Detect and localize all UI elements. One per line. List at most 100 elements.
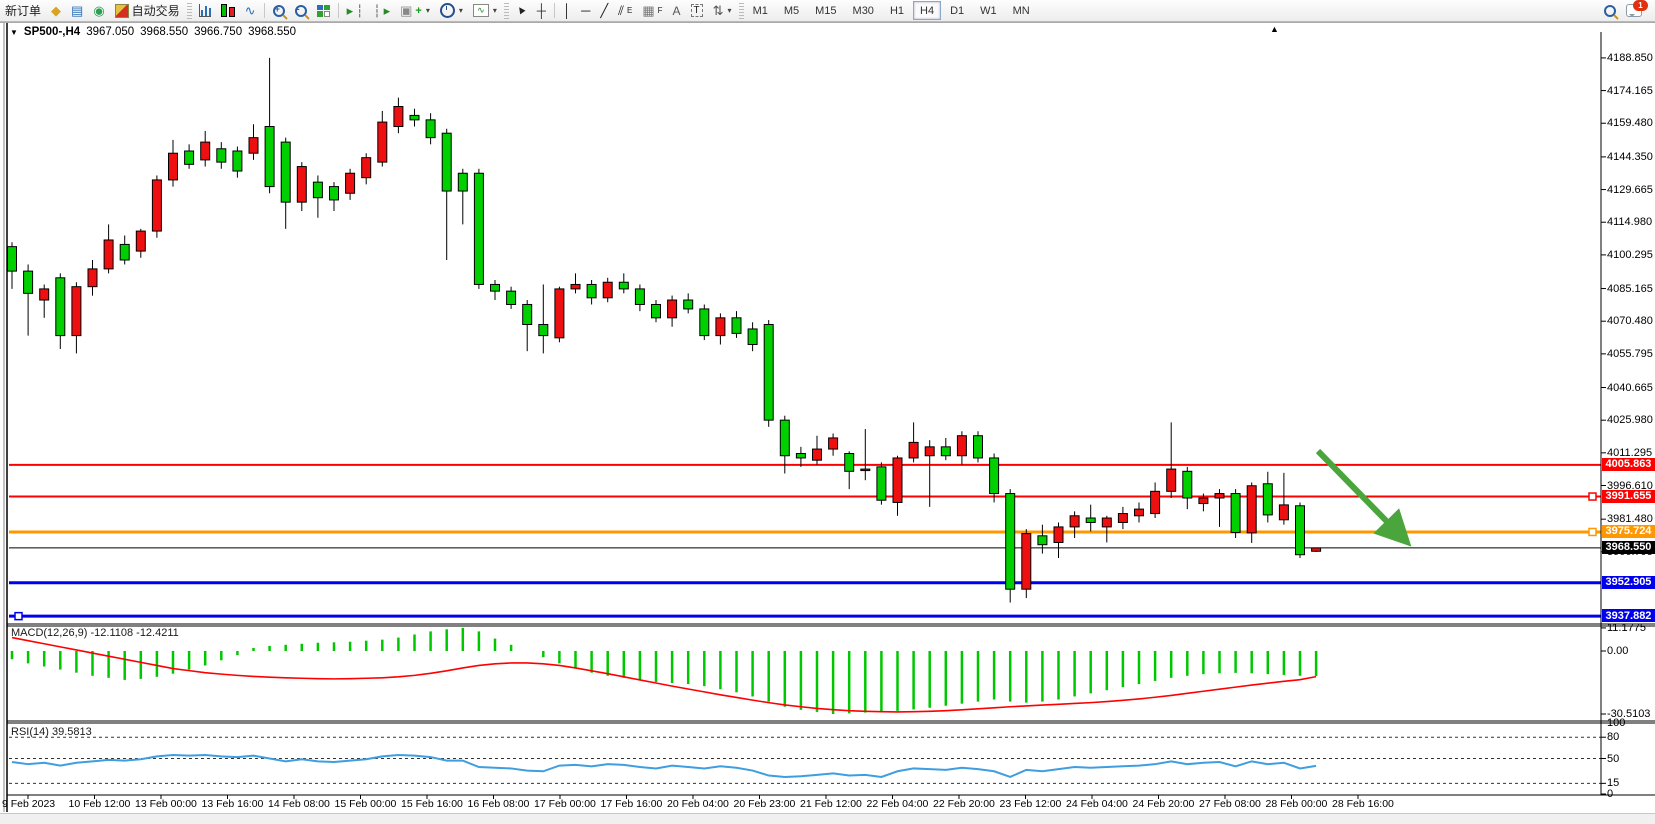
notifications-button[interactable]: 1 bbox=[1621, 0, 1648, 20]
cursor-tool-button[interactable]: ▲ bbox=[511, 1, 532, 20]
rsi-name: RSI(14) bbox=[11, 726, 49, 738]
macd-current-values: -12.1108 -12.4211 bbox=[90, 627, 179, 639]
rsi-axis-tick: 15 bbox=[1607, 777, 1620, 790]
time-axis-label: 14 Feb 08:00 bbox=[268, 798, 330, 810]
time-axis-label: 15 Feb 16:00 bbox=[401, 798, 463, 810]
text-tool-button[interactable]: A bbox=[668, 1, 686, 20]
time-axis-label: 28 Feb 00:00 bbox=[1265, 798, 1328, 810]
timeframe-mn-button[interactable]: MN bbox=[1012, 4, 1030, 17]
periods-clock-icon bbox=[439, 3, 455, 18]
channel-icon: ⫽ bbox=[618, 3, 624, 18]
candlestick-chart-button[interactable] bbox=[216, 1, 240, 20]
channel-sub-label: E bbox=[626, 6, 633, 15]
algo-trading-label: 自动交易 bbox=[131, 4, 180, 18]
toolbar-grip bbox=[186, 2, 192, 19]
algo-trading-button[interactable]: 自动交易 bbox=[110, 1, 185, 20]
auto-scroll-button[interactable]: ┆ ▸ bbox=[373, 3, 391, 18]
chart-shift-button[interactable]: ▸ ┆ bbox=[346, 3, 364, 18]
timeframe-d1-button[interactable]: D1 bbox=[950, 4, 965, 17]
zoom-out-button[interactable]: - bbox=[290, 1, 312, 20]
arrows-tool-button[interactable]: ⇅ ▾ bbox=[708, 1, 737, 20]
price-line-label: 3952.905 bbox=[1602, 575, 1655, 589]
zoom-in-button[interactable]: + bbox=[268, 1, 290, 20]
time-axis-label: 13 Feb 00:00 bbox=[135, 798, 197, 810]
bar-chart-button[interactable] bbox=[194, 1, 216, 20]
vertical-line-tool-button[interactable]: │ bbox=[558, 1, 576, 20]
cursor-icon: ▲ bbox=[513, 2, 529, 19]
time-axis-label: 28 Feb 16:00 bbox=[1332, 798, 1394, 810]
price-chart-canvas[interactable] bbox=[0, 22, 1655, 812]
timeframe-w1-button[interactable]: W1 bbox=[980, 4, 997, 17]
timeframe-m1-button[interactable]: M1 bbox=[752, 4, 768, 17]
toolbar-separator bbox=[337, 3, 339, 18]
rsi-axis-tick: 100 bbox=[1607, 717, 1626, 729]
time-axis-label: 21 Feb 12:00 bbox=[800, 798, 862, 810]
label-tool-button[interactable]: T bbox=[686, 1, 708, 20]
macd-axis-tick: 0.00 bbox=[1607, 645, 1629, 657]
market-watch-button[interactable]: ◉ bbox=[88, 1, 109, 20]
time-axis-label: 24 Feb 20:00 bbox=[1132, 798, 1195, 810]
tile-windows-button[interactable] bbox=[312, 1, 335, 20]
timeframe-h1-button[interactable]: H1 bbox=[889, 4, 904, 17]
price-axis-tick: 4114.980 bbox=[1607, 216, 1653, 229]
notification-bubble-icon: 1 bbox=[1626, 0, 1648, 17]
chart-window: ▼ SP500-,H4 3967.050 3968.550 3966.750 3… bbox=[0, 22, 1655, 824]
price-axis-tick: 4085.165 bbox=[1607, 282, 1653, 295]
auto-scroll-icon: ▸ bbox=[383, 3, 391, 18]
time-axis-label: 9 Feb 2023 bbox=[2, 798, 56, 810]
price-axis-tick: 4055.795 bbox=[1607, 347, 1653, 360]
macd-name: MACD(12,26,9) bbox=[11, 627, 88, 639]
timeframe-m30-button[interactable]: M30 bbox=[852, 4, 874, 17]
chart-high-value: 3968.550 bbox=[140, 26, 189, 38]
periods-button[interactable]: ▾ bbox=[435, 1, 468, 20]
price-line-label: 4005.863 bbox=[1602, 457, 1655, 471]
price-axis-tick: 4070.480 bbox=[1607, 315, 1653, 328]
indicators-icon: ∿ bbox=[472, 4, 489, 17]
line-chart-button[interactable]: ∿ bbox=[240, 1, 261, 20]
price-axis-tick: 3981.480 bbox=[1607, 513, 1653, 526]
price-axis-tick: 4188.850 bbox=[1607, 51, 1653, 64]
price-line-label: 3975.724 bbox=[1602, 524, 1655, 538]
new-order-button[interactable]: 新订单 bbox=[0, 1, 46, 20]
down-trend-arrow[interactable] bbox=[1315, 448, 1412, 547]
candlestick-chart-icon bbox=[220, 4, 235, 17]
timeframe-h4-button[interactable]: H4 bbox=[913, 1, 942, 20]
quotes-button[interactable]: ◆ bbox=[46, 1, 66, 20]
horizontal-line-tool-button[interactable]: ─ bbox=[576, 1, 595, 20]
price-axis-tick: 3996.610 bbox=[1607, 479, 1653, 492]
time-axis-label: 22 Feb 20:00 bbox=[933, 798, 995, 810]
timeframe-m5-button[interactable]: M5 bbox=[783, 4, 800, 17]
crosshair-icon: ┼ bbox=[536, 3, 546, 18]
time-axis-label: 10 Feb 12:00 bbox=[68, 798, 131, 810]
axes-layer: 4188.850 4174.165 4159.480 4144.350 4129.665… bbox=[0, 22, 1655, 812]
panel-collapse-icon[interactable]: ▲ bbox=[1270, 24, 1279, 34]
chart-menu-icon[interactable]: ▼ bbox=[10, 27, 18, 37]
crosshair-tool-button[interactable]: ┼ bbox=[532, 1, 551, 20]
chart-low-value: 3966.750 bbox=[194, 26, 243, 38]
vertical-line-icon: │ bbox=[563, 3, 572, 18]
time-axis-label: 23 Feb 12:00 bbox=[999, 798, 1062, 810]
price-axis-tick: 4040.665 bbox=[1607, 381, 1653, 394]
channel-tool-button[interactable]: ⫽ E bbox=[613, 1, 637, 20]
toolbar-grip bbox=[503, 2, 509, 19]
price-axis-tick: 4129.665 bbox=[1607, 183, 1653, 196]
orders-window-button[interactable]: ▤ bbox=[66, 1, 88, 20]
trendline-tool-button[interactable]: ╱ bbox=[595, 1, 613, 20]
fibonacci-tool-button[interactable]: ▦ F bbox=[637, 1, 667, 20]
zoom-out-icon: - bbox=[294, 4, 307, 17]
timeframe-m15-button[interactable]: M15 bbox=[815, 4, 837, 17]
indicators-button[interactable]: ∿ ▾ bbox=[468, 1, 502, 20]
time-axis-label: 17 Feb 00:00 bbox=[534, 798, 596, 810]
market-watch-icon: ◉ bbox=[93, 3, 105, 18]
price-axis-tick: 4174.165 bbox=[1607, 84, 1653, 97]
chart-symbol-period: SP500-,H4 bbox=[23, 26, 81, 38]
horizontal-line-icon: ─ bbox=[581, 3, 591, 18]
price-axis-tick: 4100.295 bbox=[1607, 248, 1653, 261]
new-chart-button[interactable]: ▣ + ▾ bbox=[400, 3, 430, 18]
time-axis-label: 16 Feb 08:00 bbox=[467, 798, 530, 810]
macd-axis-tick: -30.5103 bbox=[1607, 708, 1651, 720]
search-button[interactable] bbox=[1599, 1, 1621, 20]
trendline-icon: ╱ bbox=[600, 3, 609, 18]
time-axis-label: 22 Feb 04:00 bbox=[866, 798, 929, 810]
